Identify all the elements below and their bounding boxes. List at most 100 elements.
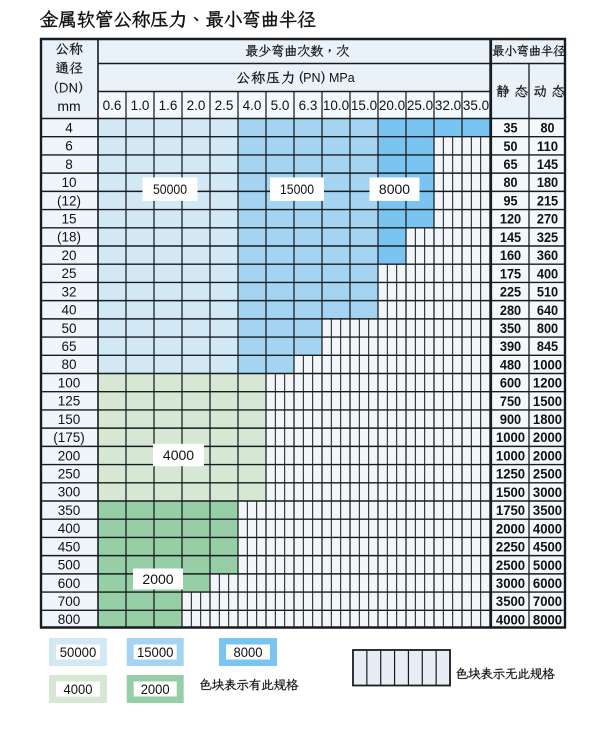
svg-text:450: 450 [58,539,81,554]
svg-text:2000: 2000 [533,448,562,464]
svg-text:1000: 1000 [496,448,525,464]
svg-text:3000: 3000 [533,484,562,500]
svg-text:100: 100 [58,375,81,390]
svg-text:800: 800 [58,612,81,627]
svg-text:0.6: 0.6 [103,98,122,113]
svg-text:400: 400 [537,265,558,281]
svg-text:1800: 1800 [533,411,562,427]
svg-text:350: 350 [500,320,521,336]
svg-text:215: 215 [537,193,558,209]
svg-text:600: 600 [500,375,521,391]
svg-text:50000: 50000 [60,644,97,660]
svg-text:35: 35 [504,120,518,136]
svg-text:150: 150 [58,412,81,427]
svg-text:1500: 1500 [496,484,525,500]
svg-text:80: 80 [61,357,76,372]
svg-text:2000: 2000 [142,571,173,587]
svg-text:32.0: 32.0 [435,98,461,113]
svg-text:4000: 4000 [64,681,93,697]
svg-text:2.0: 2.0 [187,98,206,113]
svg-text:225: 225 [500,284,521,300]
svg-text:350: 350 [58,503,81,518]
svg-text:(18): (18) [57,230,81,245]
svg-text:110: 110 [537,138,558,154]
svg-text:175: 175 [500,265,521,281]
svg-text:750: 750 [500,393,521,409]
svg-text:50: 50 [504,138,518,154]
svg-text:900: 900 [500,411,521,427]
svg-text:510: 510 [537,284,558,300]
svg-text:25: 25 [61,266,76,281]
svg-text:20.0: 20.0 [379,98,405,113]
svg-text:480: 480 [500,356,521,372]
svg-text:8000: 8000 [533,611,562,627]
svg-text:120: 120 [500,211,521,227]
svg-text:2.5: 2.5 [215,98,234,113]
svg-text:50000: 50000 [153,181,187,197]
svg-text:20: 20 [61,248,76,263]
svg-text:3000: 3000 [496,575,525,591]
svg-text:15.0: 15.0 [351,98,377,113]
svg-text:1750: 1750 [496,502,525,518]
svg-text:145: 145 [537,156,558,172]
svg-text:5000: 5000 [533,557,562,573]
svg-text:10.0: 10.0 [323,98,349,113]
svg-text:50: 50 [61,321,76,336]
svg-text:1200: 1200 [533,375,562,391]
svg-text:1000: 1000 [496,429,525,445]
svg-text:1.6: 1.6 [159,98,178,113]
svg-text:2500: 2500 [533,466,562,482]
svg-text:8000: 8000 [379,181,410,197]
svg-text:10: 10 [61,175,76,190]
svg-text:3500: 3500 [533,502,562,518]
svg-text:845: 845 [537,338,558,354]
svg-text:(12): (12) [57,193,81,208]
svg-text:400: 400 [58,521,81,536]
svg-text:80: 80 [541,120,555,136]
svg-text:270: 270 [537,211,558,227]
svg-text:200: 200 [58,448,81,463]
svg-text:4.0: 4.0 [243,98,262,113]
svg-text:2000: 2000 [141,681,170,697]
svg-text:6.3: 6.3 [299,98,318,113]
svg-text:15000: 15000 [280,181,314,197]
svg-text:500: 500 [58,558,81,573]
svg-text:PN: PN [303,71,320,85]
svg-text:32: 32 [61,284,76,299]
svg-text:4000: 4000 [496,611,525,627]
svg-text:2250: 2250 [496,539,525,555]
svg-text:1000: 1000 [533,356,562,372]
svg-text:160: 160 [500,247,521,263]
svg-text:4000: 4000 [533,520,562,536]
svg-text:95: 95 [504,193,518,209]
svg-text:5.0: 5.0 [271,98,290,113]
svg-text:600: 600 [58,576,81,591]
svg-text:1250: 1250 [496,466,525,482]
svg-text:7000: 7000 [533,593,562,609]
svg-text:8: 8 [65,157,73,172]
svg-text:15: 15 [61,212,76,227]
svg-text:6000: 6000 [533,575,562,591]
svg-text:8000: 8000 [234,644,263,660]
svg-text:65: 65 [504,156,518,172]
svg-text:15000: 15000 [137,644,174,660]
svg-text:390: 390 [500,338,521,354]
svg-text:2500: 2500 [496,557,525,573]
svg-text:180: 180 [537,174,558,190]
svg-text:4500: 4500 [533,539,562,555]
svg-text:250: 250 [58,467,81,482]
svg-text:3500: 3500 [496,593,525,609]
svg-text:300: 300 [58,485,81,500]
svg-text:2000: 2000 [533,429,562,445]
svg-text:280: 280 [500,302,521,318]
svg-text:1500: 1500 [533,393,562,409]
svg-text:4: 4 [65,120,73,135]
svg-text:80: 80 [504,174,518,190]
svg-text:4000: 4000 [163,447,194,463]
svg-text:mm: mm [57,98,80,114]
svg-text:6: 6 [65,139,73,154]
svg-text:360: 360 [537,247,558,263]
svg-text:25.0: 25.0 [407,98,433,113]
svg-text:2000: 2000 [496,520,525,536]
svg-text:40: 40 [61,303,76,318]
